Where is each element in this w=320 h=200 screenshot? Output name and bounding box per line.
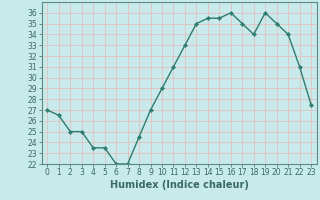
X-axis label: Humidex (Indice chaleur): Humidex (Indice chaleur) bbox=[110, 180, 249, 190]
